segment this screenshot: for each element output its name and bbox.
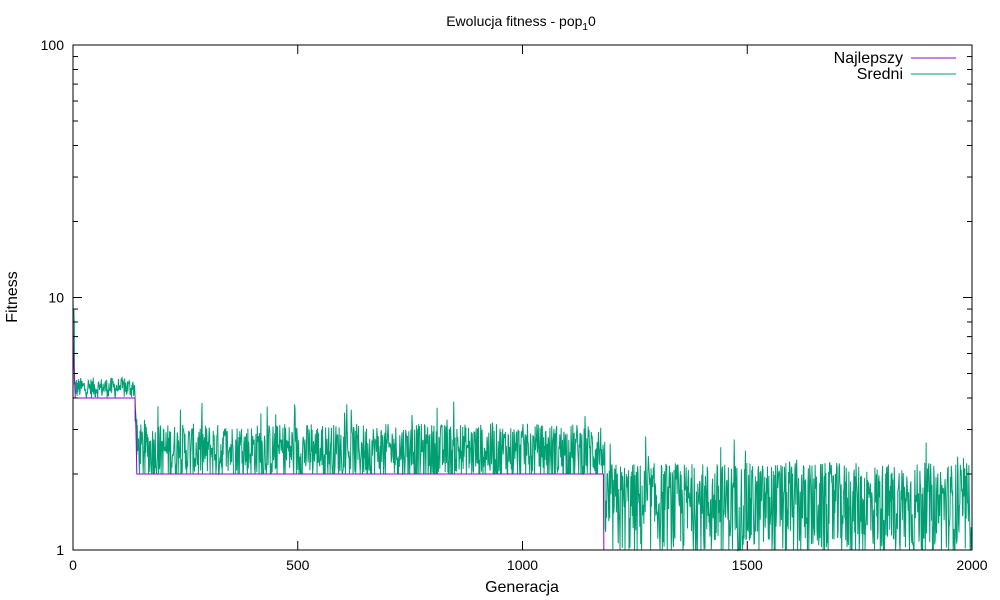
chart-title: Ewolucja fitness - pop10 <box>446 13 596 33</box>
series-layer <box>72 297 973 552</box>
chart-title-main: Ewolucja fitness - pop <box>446 13 582 29</box>
x-tick-label: 1500 <box>732 557 763 573</box>
ticks-layer: 0 500 1000 1500 2000 1 10 100 <box>41 37 988 573</box>
x-tick-label: 1000 <box>507 557 538 573</box>
x-axis-label: Generacja <box>485 579 559 596</box>
chart-title-subscript: 1 <box>582 22 588 33</box>
x-tick-label: 500 <box>286 557 310 573</box>
chart-title-tail: 0 <box>588 13 596 29</box>
series-line-sredni <box>72 309 973 552</box>
x-tick-label: 0 <box>69 557 77 573</box>
y-tick-label: 1 <box>56 542 64 558</box>
legend: Najlepszy Sredni <box>834 50 956 83</box>
x-tick-label: 2000 <box>956 557 987 573</box>
y-tick-label: 100 <box>41 37 65 53</box>
legend-label-najlepszy: Najlepszy <box>834 50 903 67</box>
series-line-najlepszy <box>72 297 972 551</box>
y-axis-label: Fitness <box>4 271 21 323</box>
y-tick-label: 10 <box>48 290 64 306</box>
plot-frame <box>72 44 973 551</box>
legend-label-sredni: Sredni <box>857 66 903 83</box>
